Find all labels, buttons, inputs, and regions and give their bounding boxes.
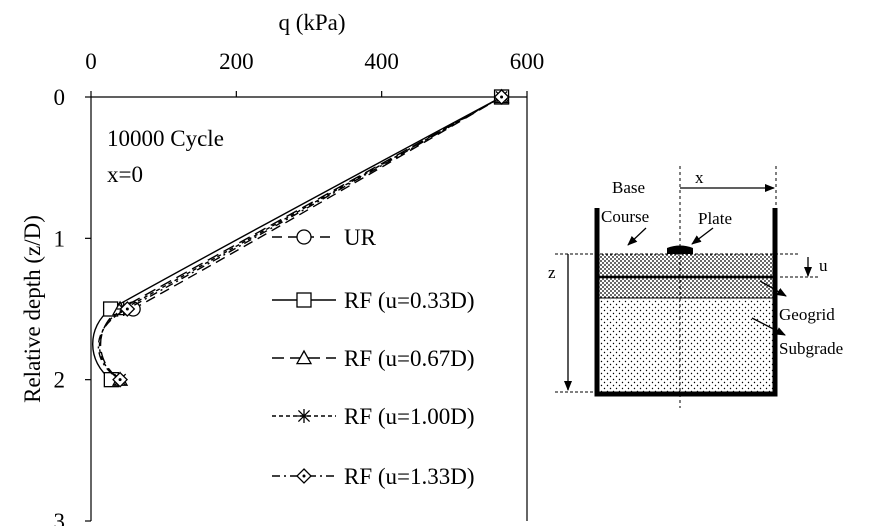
x-axis-ticks: 0 200 400 600 [85,49,544,97]
legend-label: RF (u=1.33D) [344,464,475,489]
x-tick-label: 0 [85,49,97,74]
series-line [132,96,502,310]
x-tick-label: 600 [510,49,545,74]
base-course-lower [597,278,775,298]
series-line [98,96,502,381]
series-line [97,96,502,381]
y-tick-label: 1 [54,226,66,251]
marker-circle [296,229,312,245]
marker-diamond-dot [500,95,504,99]
label-z: z [548,263,556,282]
y-axis-title: Relative depth (z/D) [20,215,45,403]
legend-entry: RF (u=1.33D) [272,464,475,489]
y-tick-label: 0 [54,85,66,110]
legend-label: UR [344,225,377,250]
marker-diamond-dot [125,307,129,311]
box-walls [594,208,778,397]
legend-entry: RF (u=0.33D) [272,288,475,313]
legend-entry: RF (u=0.67D) [272,346,475,371]
y-tick-label: 2 [54,368,66,393]
subgrade-layer [597,299,775,392]
test-box-diagram: x z u Base Course Plate Geogrid Subgrade [548,166,843,408]
base-course-arrow [627,227,647,246]
plate [667,245,693,254]
marker-diamond-dot [118,378,122,382]
series-line [92,96,502,381]
y-tick-label: 3 [54,509,66,526]
x-tick-label: 400 [364,49,399,74]
marker-asterisk [297,409,311,423]
plate-arrow [691,227,714,245]
label-base: Base [612,178,645,197]
label-x: x [695,168,704,187]
legend: UR RF (u=0.33D) RF (u=0.67D) RF (u=1.00D) RF… [272,225,475,489]
label-subgrade: Subgrade [779,339,843,358]
annotation-x: x=0 [107,162,143,187]
x-axis-title: q (kPa) [278,10,345,35]
marker-diamond-dot [302,474,306,478]
annotation-cycle: 10000 Cycle [107,126,224,151]
base-course-upper [597,254,775,276]
series-line [99,96,502,381]
legend-label: RF (u=0.67D) [344,346,475,371]
marker-square [296,292,312,308]
marker-triangle [295,349,313,365]
legend-entry: UR [272,225,377,250]
legend-label: RF (u=1.00D) [344,404,475,429]
y-axis-ticks: 0 1 2 3 [54,85,91,526]
label-course: Course [601,207,649,226]
legend-entry: RF (u=1.00D) [272,404,475,429]
label-u: u [819,256,828,275]
series-4 [97,89,510,388]
x-tick-label: 200 [219,49,254,74]
label-plate: Plate [698,209,732,228]
geogrid-arrow [759,280,787,297]
legend-label: RF (u=0.33D) [344,288,475,313]
label-geogrid: Geogrid [779,305,835,324]
series-layer [92,88,510,388]
subgrade-arrow [751,317,786,336]
